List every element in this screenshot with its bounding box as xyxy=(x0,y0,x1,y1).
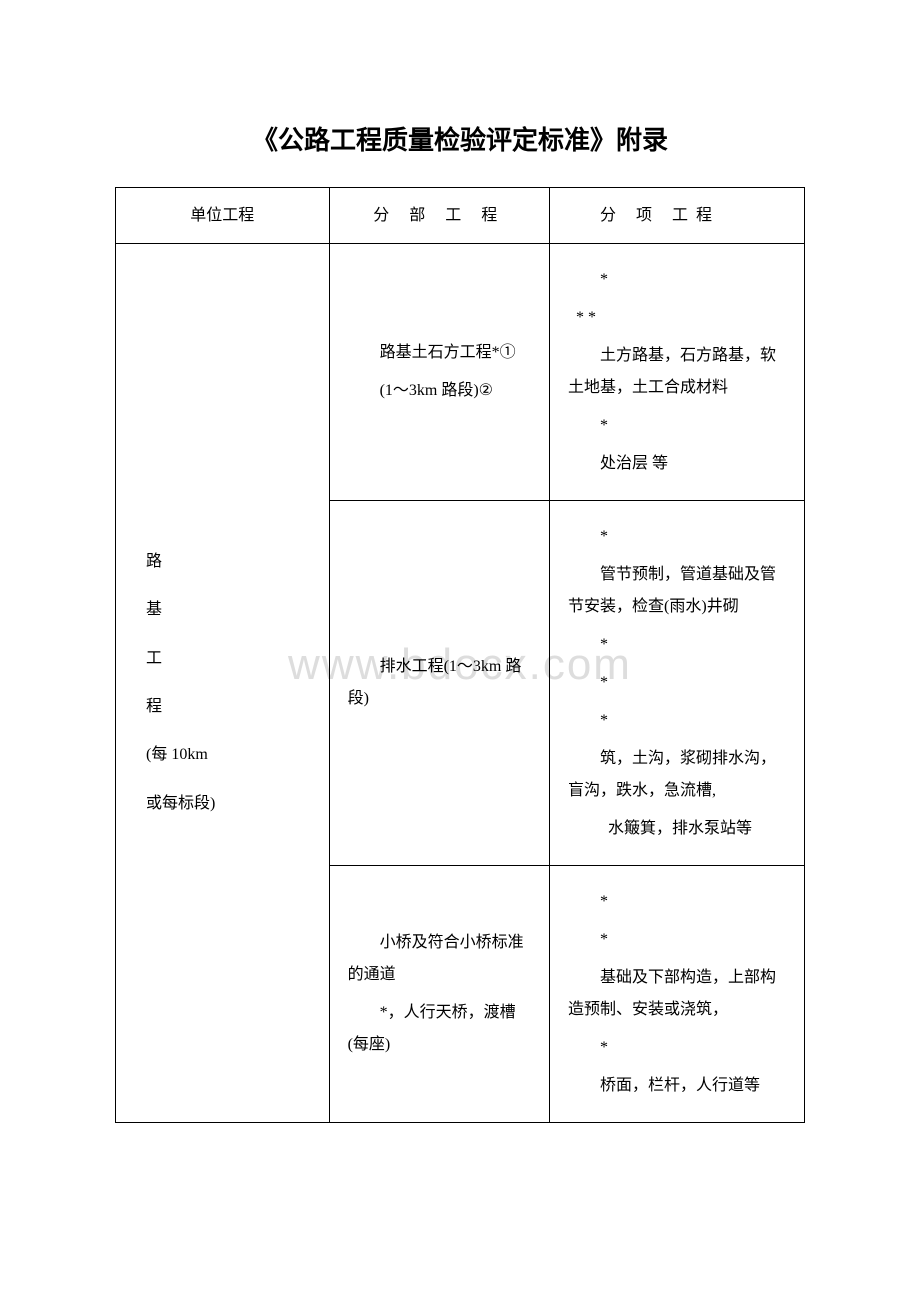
unit-text-line: 或每标段) xyxy=(146,785,299,823)
item-text: * xyxy=(568,521,786,553)
item-text: * xyxy=(568,410,786,442)
item-text: 管节预制，管道基础及管节安装，检查(雨水)井砌 xyxy=(568,559,786,623)
item-text: 基础及下部构造，上部构造预制、安装或浇筑， xyxy=(568,962,786,1026)
division-cell: 排水工程(1～3km 路段) xyxy=(329,501,549,866)
item-cell: * * 基础及下部构造，上部构造预制、安装或浇筑， * 桥面，栏杆，人行道等 xyxy=(550,866,805,1123)
item-text: * xyxy=(568,924,786,956)
item-cell: * * * 土方路基，石方路基，软土地基，土工合成材料 * 处治层 等 xyxy=(550,244,805,501)
header-unit-project: 单位工程 xyxy=(116,188,330,244)
main-table-container: 单位工程 分 部 工 程 分 项 工程 路 基 工 程 (每 10km 或每标段… xyxy=(115,187,805,1123)
item-text: * * xyxy=(568,302,786,334)
item-text: * xyxy=(568,264,786,296)
standards-table: 单位工程 分 部 工 程 分 项 工程 路 基 工 程 (每 10km 或每标段… xyxy=(115,187,805,1123)
division-text: 排水工程(1～3km 路段) xyxy=(348,651,531,715)
page-title: 《公路工程质量检验评定标准》附录 xyxy=(115,120,805,157)
table-row: 路 基 工 程 (每 10km 或每标段) 路基土石方工程*① (1～3km 路… xyxy=(116,244,805,501)
division-cell: 小桥及符合小桥标准的通道 *，人行天桥，渡槽(每座) xyxy=(329,866,549,1123)
table-header-row: 单位工程 分 部 工 程 分 项 工程 xyxy=(116,188,805,244)
header-item-project: 分 项 工程 xyxy=(550,188,805,244)
division-text: 路基土石方工程*① xyxy=(348,337,531,369)
division-text: *，人行天桥，渡槽(每座) xyxy=(348,997,531,1061)
item-text: * xyxy=(568,1032,786,1064)
item-text: 处治层 等 xyxy=(568,448,786,480)
unit-text-line: 路 xyxy=(146,543,299,581)
unit-text-line: 程 xyxy=(146,688,299,726)
division-cell: 路基土石方工程*① (1～3km 路段)② xyxy=(329,244,549,501)
unit-text-line: 工 xyxy=(146,640,299,678)
unit-project-cell: 路 基 工 程 (每 10km 或每标段) xyxy=(116,244,330,1123)
division-text: (1～3km 路段)② xyxy=(348,375,531,407)
item-text: 水簸箕，排水泵站等 xyxy=(568,813,786,845)
item-text: * xyxy=(568,667,786,699)
division-text: 小桥及符合小桥标准的通道 xyxy=(348,927,531,991)
item-text: 筑，土沟，浆砌排水沟，盲沟，跌水，急流槽, xyxy=(568,743,786,807)
item-text: * xyxy=(568,629,786,661)
header-division-project: 分 部 工 程 xyxy=(329,188,549,244)
item-text: * xyxy=(568,705,786,737)
item-text: 土方路基，石方路基，软土地基，土工合成材料 xyxy=(568,340,786,404)
item-text: 桥面，栏杆，人行道等 xyxy=(568,1070,786,1102)
item-text: * xyxy=(568,886,786,918)
unit-text-line: 基 xyxy=(146,591,299,629)
unit-text-line: (每 10km xyxy=(146,736,299,774)
item-cell: * 管节预制，管道基础及管节安装，检查(雨水)井砌 * * * 筑，土沟，浆砌排… xyxy=(550,501,805,866)
